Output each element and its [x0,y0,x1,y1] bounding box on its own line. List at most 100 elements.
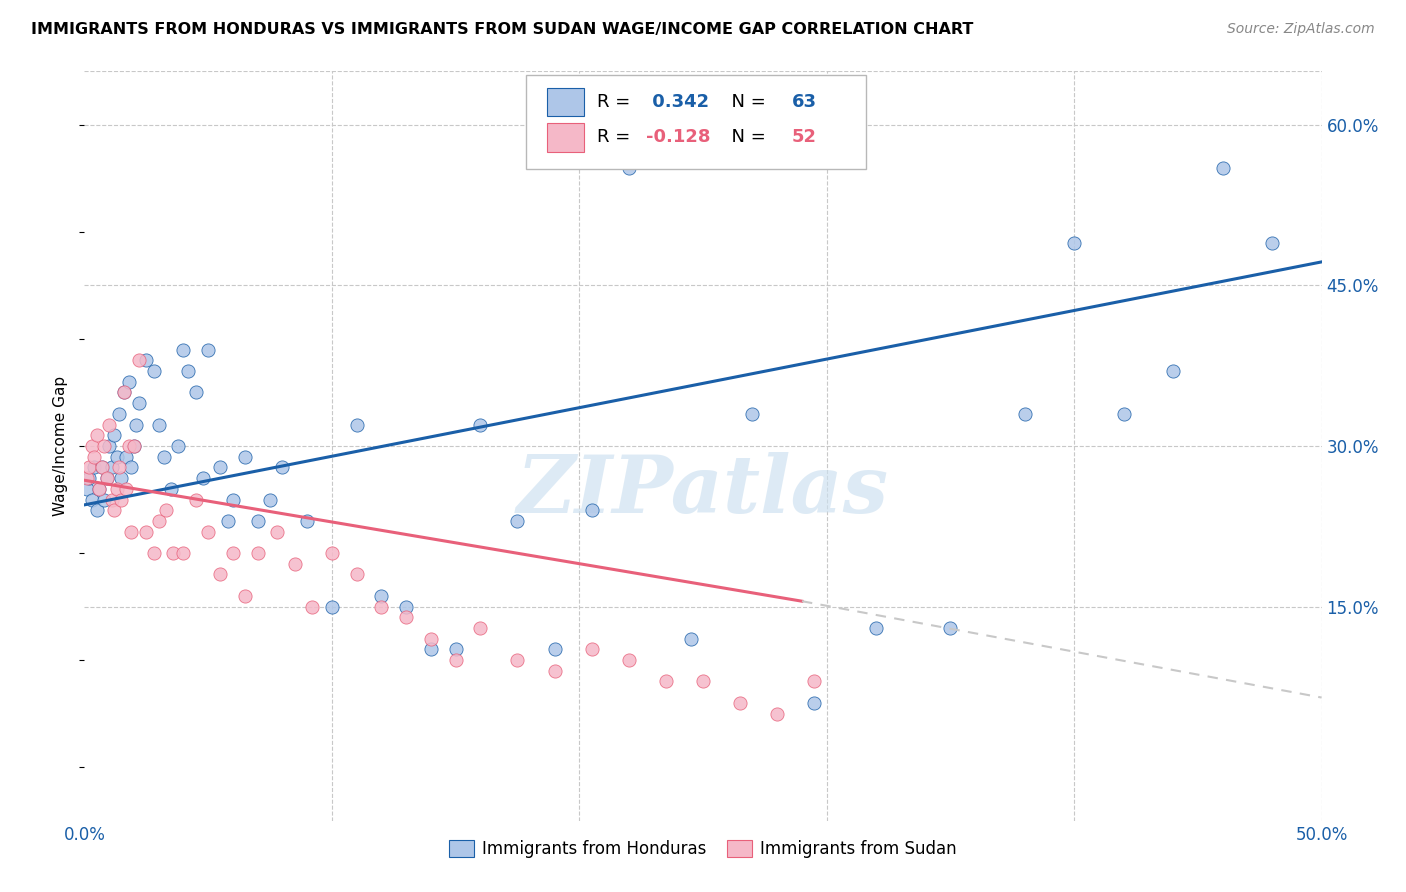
Point [105,450,128,464]
Text: -0.128: -0.128 [647,128,710,146]
Point [419,642,441,657]
Point [246,546,269,560]
Point [246,514,269,528]
Point [118,375,141,389]
Point [100,460,122,475]
Point [122,439,145,453]
Point [395,599,418,614]
Point [233,450,256,464]
Point [90,460,112,475]
Point [135,353,157,368]
Point [128,396,150,410]
Point [1161,364,1184,378]
Point [346,567,368,582]
Point [271,460,294,475]
Point [184,385,207,400]
Point [108,407,131,421]
Point [96,471,118,485]
Point [142,546,165,560]
Point [1112,407,1135,421]
Point [177,364,200,378]
Point [1212,161,1234,175]
Point [86,503,108,517]
FancyBboxPatch shape [547,123,585,152]
FancyBboxPatch shape [547,87,585,116]
Point [1261,235,1284,250]
Text: N =: N = [720,93,772,112]
Point [79,471,101,485]
Point [259,492,281,507]
Point [581,503,603,517]
Point [80,439,103,453]
Point [470,417,492,432]
Point [395,610,418,624]
Point [655,674,678,689]
Point [93,492,115,507]
Point [543,642,565,657]
Point [939,621,962,635]
Point [803,674,825,689]
Point [295,514,318,528]
Point [321,546,343,560]
Point [76,482,98,496]
Point [370,589,392,603]
Point [266,524,288,539]
Point [128,353,150,368]
Text: 52: 52 [792,128,817,146]
Point [543,664,565,678]
Point [105,482,128,496]
Point [98,439,121,453]
Point [233,589,256,603]
Point [118,439,141,453]
Point [103,428,125,442]
Point [103,503,125,517]
Point [444,653,467,667]
Point [444,642,467,657]
Point [1063,235,1085,250]
Point [148,417,170,432]
Point [112,385,135,400]
Y-axis label: Wage/Income Gap: Wage/Income Gap [53,376,69,516]
Point [115,482,138,496]
Point [86,428,108,442]
Point [110,471,132,485]
Legend: Immigrants from Honduras, Immigrants from Sudan: Immigrants from Honduras, Immigrants fro… [443,833,963,864]
Point [728,696,751,710]
Point [115,450,138,464]
Point [209,460,232,475]
Point [346,417,368,432]
Point [79,460,101,475]
Point [581,642,603,657]
Point [162,546,184,560]
Point [617,161,640,175]
Point [172,546,194,560]
Text: 63: 63 [792,93,817,112]
Point [167,439,190,453]
Point [120,460,142,475]
Text: 0.342: 0.342 [647,93,709,112]
Point [506,514,529,528]
Point [89,482,111,496]
Point [83,450,105,464]
Point [803,696,825,710]
Point [370,599,392,614]
Text: N =: N = [720,128,772,146]
Text: ZIPatlas: ZIPatlas [517,452,889,530]
FancyBboxPatch shape [526,75,866,169]
Point [76,471,98,485]
Text: Source: ZipAtlas.com: Source: ZipAtlas.com [1227,22,1375,37]
Point [506,653,529,667]
Point [100,492,122,507]
Point [617,653,640,667]
Point [120,524,142,539]
Point [191,471,214,485]
Point [865,621,887,635]
Point [142,364,165,378]
Point [98,417,121,432]
Point [112,385,135,400]
Point [148,514,170,528]
Point [96,471,118,485]
Point [419,632,441,646]
Point [172,343,194,357]
Point [184,492,207,507]
